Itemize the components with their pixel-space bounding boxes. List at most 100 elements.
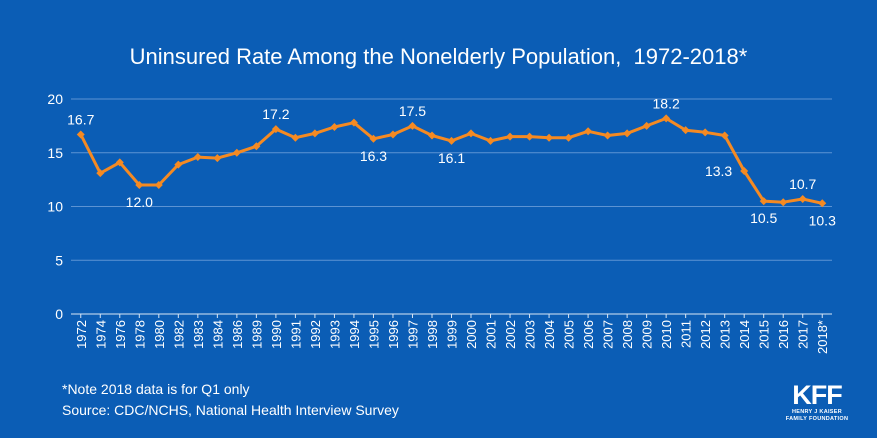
data-point [213, 154, 222, 163]
x-tick-label: 1976 [113, 320, 128, 349]
data-point [96, 169, 105, 178]
data-point [427, 131, 436, 140]
logo-line-1: HENRY J KAISER [791, 409, 843, 415]
data-point [740, 167, 749, 176]
y-tick-label: 20 [47, 91, 63, 107]
x-tick-label: 1983 [191, 320, 206, 349]
y-tick-label: 0 [55, 306, 63, 322]
x-tick-label: 2016 [776, 320, 791, 349]
data-point [349, 118, 358, 127]
x-tick-label: 1996 [386, 320, 401, 349]
data-point [720, 131, 729, 140]
data-point [447, 136, 456, 145]
x-tick-label: 2008 [620, 320, 635, 349]
data-point [701, 128, 710, 137]
x-tick-label: 2009 [640, 320, 655, 349]
data-point [545, 133, 554, 142]
x-tick-label: 1982 [171, 320, 186, 349]
data-point [759, 197, 768, 206]
data-point [506, 132, 515, 141]
x-tick-label: 2018* [815, 320, 830, 354]
kff-logo: KFF HENRY J KAISER FAMILY FOUNDATION [783, 382, 851, 428]
x-tick-label: 1999 [445, 320, 460, 349]
x-tick-label: 2006 [581, 320, 596, 349]
data-label: 16.3 [360, 148, 387, 164]
x-tick-label: 2005 [562, 320, 577, 349]
x-tick-label: 2007 [601, 320, 616, 349]
x-tick-label: 2011 [679, 320, 694, 348]
data-point [603, 131, 612, 140]
data-point [154, 181, 163, 189]
data-point [779, 198, 788, 207]
data-point [271, 125, 280, 134]
data-point [798, 194, 807, 203]
logo-line-2: FAMILY FOUNDATION [785, 416, 849, 422]
x-tick-label: 1998 [425, 320, 440, 349]
footnote: *Note 2018 data is for Q1 only [62, 381, 250, 397]
x-tick-label: 1992 [308, 320, 323, 349]
y-tick-label: 15 [47, 145, 63, 161]
data-point [584, 127, 593, 136]
data-point [291, 133, 300, 142]
data-point [310, 129, 319, 138]
gridlines [71, 98, 832, 261]
y-tick-label: 5 [55, 252, 63, 268]
data-point [115, 158, 124, 167]
data-point [467, 129, 476, 138]
x-tick-label: 1978 [132, 320, 147, 349]
axes [71, 313, 832, 318]
x-tick-label: 2010 [659, 320, 674, 349]
data-label: 10.7 [789, 176, 816, 192]
x-tick-label: 2013 [718, 320, 733, 349]
data-point [330, 122, 339, 131]
logo-letters: KFF [792, 380, 842, 410]
x-tick-label: 1997 [405, 320, 420, 349]
x-tick-label: 1989 [249, 320, 264, 349]
x-tick-label: 1993 [327, 320, 342, 349]
x-tick-label: 1972 [74, 320, 89, 349]
data-point [662, 114, 671, 123]
x-tick-label: 1984 [210, 320, 225, 349]
x-tick-label: 2015 [757, 320, 772, 349]
data-point [681, 126, 690, 135]
data-point [408, 121, 417, 130]
data-point [369, 134, 378, 143]
data-point [642, 121, 651, 130]
data-point [388, 130, 397, 139]
x-tick-label: 2004 [542, 320, 557, 349]
y-tick-label: 10 [47, 199, 63, 215]
x-tick-label: 1986 [230, 320, 245, 349]
data-label: 17.2 [262, 106, 289, 122]
x-tick-label: 2002 [503, 320, 518, 349]
data-labels: 16.7 12.0 17.2 16.3 17.5 16.1 18.2 13.3 10.5 10.7… [67, 95, 836, 228]
chart-title: Uninsured Rate Among the Nonelderly Popu… [129, 44, 748, 69]
x-tick-label: 1990 [269, 320, 284, 349]
x-tick-label: 1994 [347, 320, 362, 349]
data-point [818, 199, 827, 208]
series [76, 114, 827, 208]
data-label: 16.7 [67, 111, 94, 127]
data-label: 17.5 [399, 103, 426, 119]
data-label: 10.3 [809, 212, 836, 228]
data-point [193, 153, 202, 162]
x-tick-label: 1991 [288, 320, 303, 349]
data-point [232, 148, 241, 157]
data-point [486, 136, 495, 145]
x-tick-label: 2017 [796, 320, 811, 349]
data-point [525, 132, 534, 141]
data-label: 18.2 [653, 95, 680, 111]
x-tick-label: 2012 [698, 320, 713, 349]
data-point [174, 160, 183, 169]
source-note: Source: CDC/NCHS, National Health Interv… [62, 402, 399, 418]
x-tick-label: 1974 [93, 320, 108, 349]
x-tick-label: 1995 [366, 320, 381, 349]
data-point [564, 133, 573, 142]
data-point [252, 142, 261, 151]
data-point [76, 130, 85, 139]
x-tick-labels: 1972 1974 1976 1978 1980 1982 1983 1984 1986 1989… [74, 320, 830, 354]
x-tick-label: 2000 [464, 320, 479, 349]
data-point [623, 129, 632, 138]
y-tick-labels: 0 5 10 15 20 [47, 91, 63, 322]
x-tick-label: 2001 [484, 320, 499, 349]
